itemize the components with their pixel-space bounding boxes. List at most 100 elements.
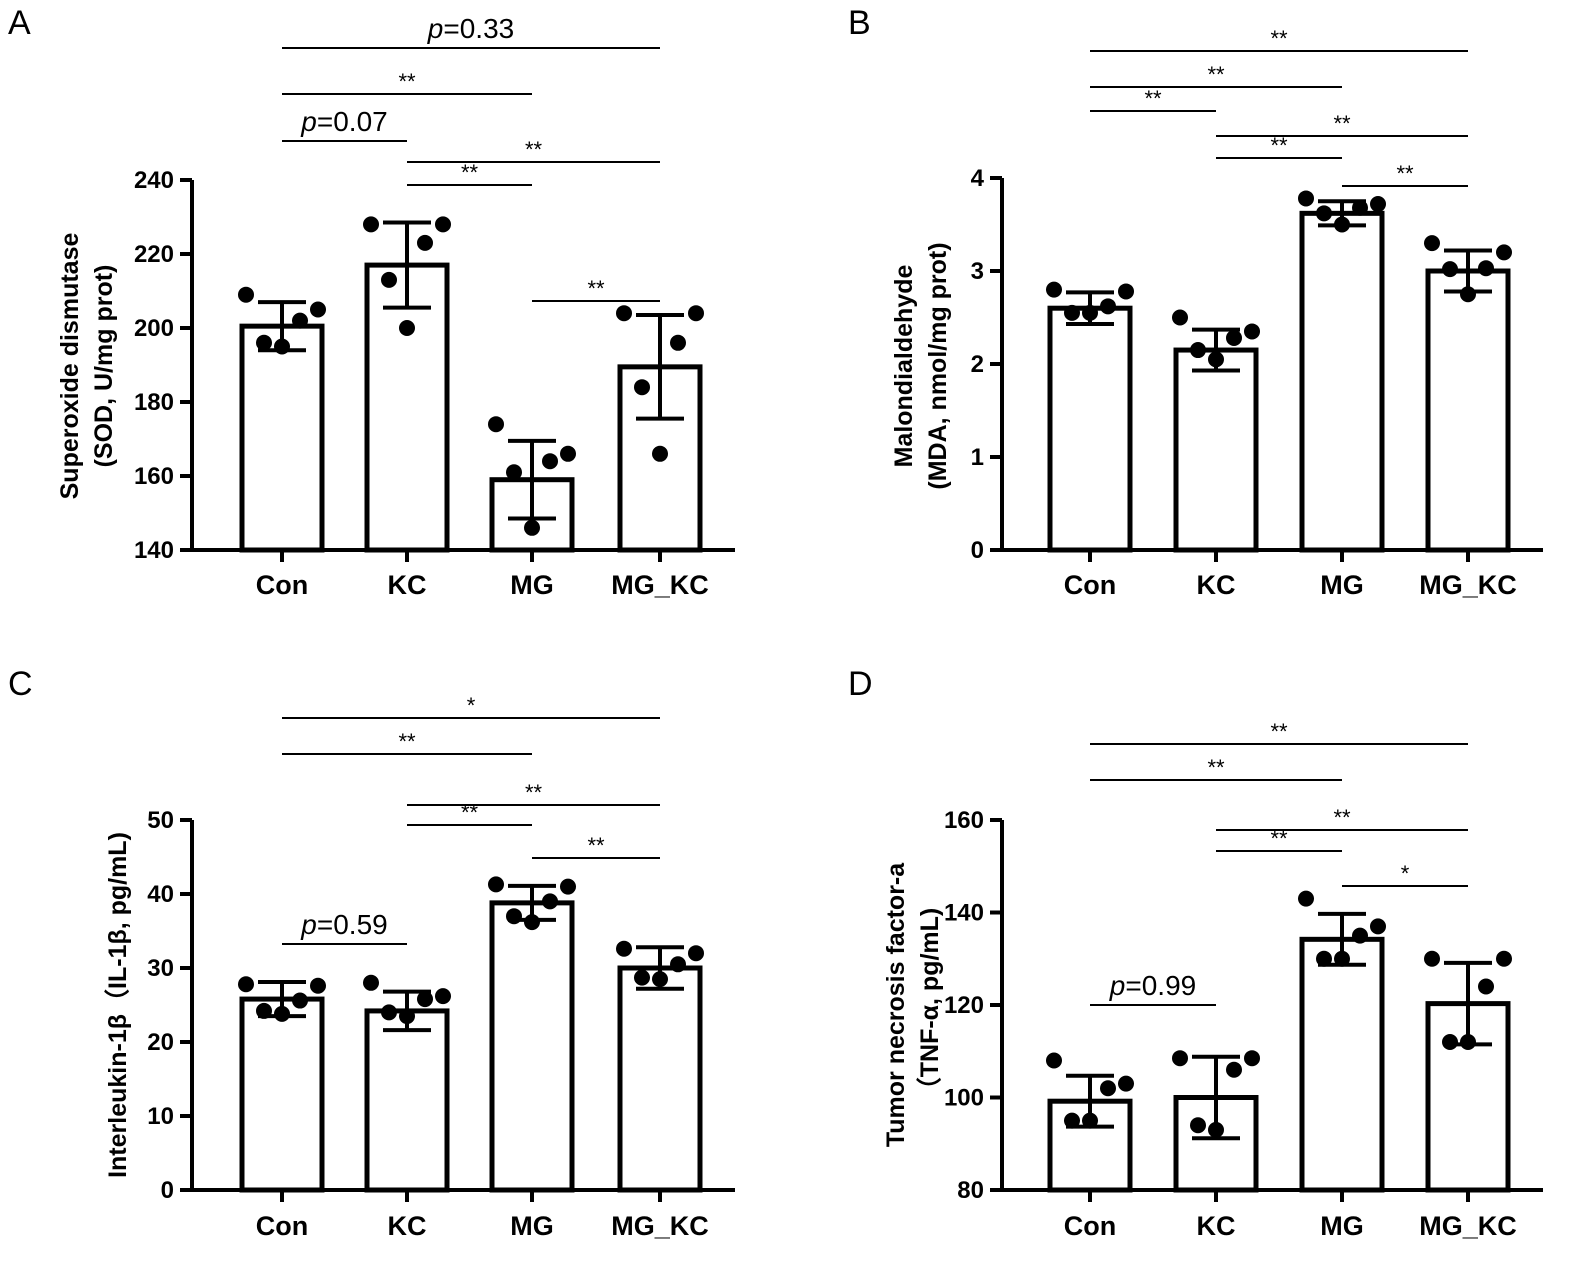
y-axis-label: (MDA, nmol/mg prot) — [924, 242, 952, 489]
data-point — [1208, 1121, 1224, 1138]
data-point — [506, 464, 522, 481]
data-point — [1100, 298, 1116, 315]
y-axis-label: Malondialdehyde — [890, 265, 918, 468]
category-label: Con — [256, 570, 308, 600]
category-label: KC — [1197, 1211, 1236, 1241]
data-point — [542, 893, 558, 910]
data-point — [1226, 1061, 1242, 1078]
data-point — [1190, 342, 1206, 359]
data-point — [1118, 283, 1134, 300]
y-tick-label: 4 — [971, 165, 985, 192]
category-label: KC — [388, 1211, 427, 1241]
p-number: =0.99 — [1125, 970, 1196, 1001]
significance-label: ** — [587, 833, 605, 858]
data-point — [652, 445, 668, 462]
data-point — [399, 320, 415, 336]
data-point — [1442, 261, 1458, 278]
significance-label: ** — [1270, 26, 1288, 51]
bar-mg — [489, 900, 575, 1193]
chart-panel-c: C 0 10 20 30 40 50 Interleukin-1β（IL-1β, pg/mL)… — [8, 665, 735, 1241]
y-tick-label: 160 — [134, 463, 174, 490]
y-tick-label: 2 — [971, 351, 984, 378]
y-tick-label: 140 — [944, 900, 984, 927]
data-point — [1352, 927, 1368, 944]
data-point — [381, 1004, 397, 1021]
data-point — [1244, 1050, 1260, 1067]
p-value-label: p=0.07 — [300, 106, 387, 137]
data-point — [1442, 1034, 1458, 1050]
category-label: MG_KC — [1419, 570, 1517, 600]
data-point — [1478, 260, 1494, 277]
y-tick-label: 140 — [134, 537, 174, 564]
data-point — [488, 876, 504, 893]
y-tick-label: 180 — [134, 389, 174, 416]
data-point — [256, 334, 272, 351]
p-value-label: p=0.59 — [300, 909, 387, 940]
p-number: =0.33 — [443, 13, 514, 44]
y-tick-label: 0 — [161, 1177, 174, 1204]
data-point — [1370, 918, 1386, 935]
data-point — [292, 992, 308, 1009]
data-point — [1334, 950, 1350, 967]
data-point — [506, 908, 522, 925]
significance-label: ** — [587, 276, 605, 301]
category-label: Con — [1064, 570, 1116, 600]
panel-letter: A — [8, 4, 31, 42]
bar-con — [239, 323, 325, 553]
data-point — [435, 216, 451, 233]
data-point — [274, 338, 290, 355]
chart-panel-d: D 80 100 120 140 160 Tumor necrosis factor-a （T… — [848, 665, 1543, 1241]
data-point — [310, 977, 326, 994]
chart-panel-b: B 0 1 2 3 4 Malondialdehyde (MDA, nmol/mg prot)… — [848, 4, 1543, 600]
data-point — [381, 271, 397, 288]
significance-label: ** — [398, 729, 416, 754]
category-label: MG — [510, 570, 554, 600]
significance-label: ** — [398, 69, 416, 94]
data-point — [524, 519, 540, 536]
data-point — [1460, 286, 1476, 303]
p-value-label: p=0.99 — [1109, 970, 1196, 1001]
data-point — [1496, 244, 1512, 261]
data-point — [1316, 205, 1332, 222]
category-label: KC — [388, 570, 427, 600]
data-point — [1190, 1117, 1206, 1134]
data-point — [524, 914, 540, 931]
data-point — [435, 988, 451, 1005]
y-tick-label: 50 — [147, 807, 174, 834]
data-point — [1118, 1075, 1134, 1092]
data-point — [1334, 216, 1350, 233]
significance-label: ** — [1270, 719, 1288, 744]
category-label: Con — [1064, 1211, 1116, 1241]
p-symbol: p — [300, 106, 317, 137]
category-label: MG_KC — [611, 570, 709, 600]
y-axis-label: Tumor necrosis factor-a — [882, 862, 910, 1147]
bar-mg_kc — [617, 965, 703, 1193]
data-point — [688, 305, 704, 322]
y-axis-label: Superoxide dismutase — [56, 233, 84, 500]
data-point — [292, 312, 308, 329]
y-tick-label: 30 — [147, 955, 174, 982]
data-point — [363, 216, 379, 233]
data-point — [1244, 323, 1260, 340]
data-point — [417, 234, 433, 251]
data-point — [634, 969, 650, 986]
data-point — [652, 971, 668, 988]
category-label: MG_KC — [1419, 1211, 1517, 1241]
y-tick-label: 3 — [971, 258, 984, 285]
data-point — [1100, 1080, 1116, 1097]
data-point — [1298, 190, 1314, 207]
significance-label: ** — [1207, 755, 1225, 780]
y-tick-label: 100 — [944, 1085, 984, 1112]
data-point — [1370, 196, 1386, 213]
data-point — [1316, 950, 1332, 967]
category-label: MG — [1320, 570, 1364, 600]
significance-label: ** — [1144, 86, 1162, 111]
p-value-label: p=0.33 — [427, 13, 514, 44]
data-point — [1172, 309, 1188, 326]
bar-mg — [1299, 936, 1385, 1193]
significance-label: ** — [525, 137, 543, 162]
category-label: KC — [1197, 570, 1236, 600]
data-point — [488, 416, 504, 433]
y-tick-label: 200 — [134, 315, 174, 342]
